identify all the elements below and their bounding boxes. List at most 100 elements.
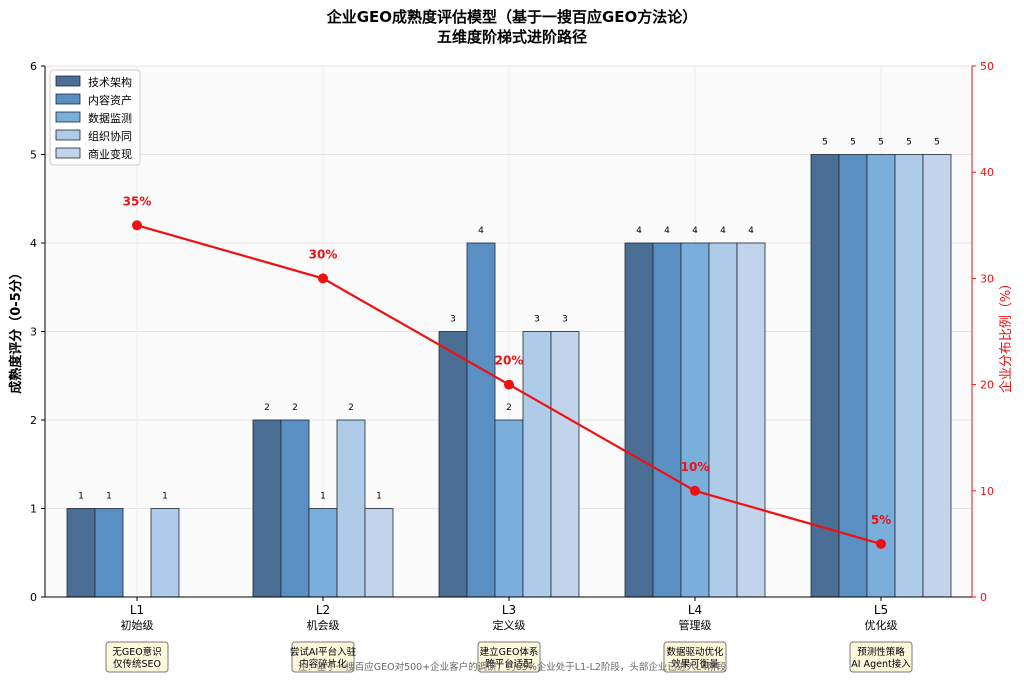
line-point	[876, 538, 886, 549]
legend-swatch	[55, 75, 81, 87]
y2-tick-label: 30	[980, 272, 994, 285]
legend-swatch	[55, 129, 81, 141]
bar-value-label: 5	[850, 138, 856, 148]
bar	[438, 331, 468, 598]
y-tick-label: 3	[30, 326, 37, 339]
category-note-text: AI Agent接入	[851, 658, 911, 670]
y2-tick-label: 20	[980, 379, 994, 392]
bar	[680, 242, 710, 598]
bar	[522, 331, 552, 598]
bar-value-label: 2	[506, 403, 512, 413]
line-point	[318, 273, 328, 284]
line-point	[504, 379, 514, 390]
x-tick-label: L1	[130, 603, 144, 617]
bar-value-label: 3	[534, 315, 540, 325]
y-tick-label: 0	[30, 591, 37, 604]
line-point-label: 5%	[871, 513, 891, 527]
line-point-label: 20%	[495, 354, 524, 368]
bar-value-label: 1	[320, 492, 326, 502]
x-tick-label: L5	[874, 603, 888, 617]
chart-title: 企业GEO成熟度评估模型（基于一搜百应GEO方法论）	[326, 8, 698, 26]
x-tick-sublabel: 优化级	[865, 618, 898, 632]
category-note-text: 预测性策略	[857, 646, 905, 658]
bar-value-label: 5	[934, 138, 940, 148]
line-point	[132, 220, 142, 231]
bar	[866, 154, 896, 598]
bar-value-label: 4	[636, 226, 642, 236]
y-tick-label: 2	[30, 414, 37, 427]
bar-value-label: 4	[720, 226, 726, 236]
category-note-box	[105, 641, 169, 673]
x-tick-sublabel: 机会级	[307, 618, 340, 632]
bar	[336, 419, 366, 598]
chart-subtitle: 五维度阶梯式进阶路径	[437, 28, 587, 46]
x-tick-sublabel: 管理级	[679, 618, 712, 632]
bar-group	[66, 154, 952, 598]
bar-value-label: 2	[292, 403, 298, 413]
bar	[838, 154, 868, 598]
footnote: 注：基于一搜百应GEO对500+企业客户的调研，约65%企业处于L1-L2阶段，…	[298, 661, 727, 673]
line-point-label: 35%	[123, 194, 152, 208]
y-tick-label: 1	[30, 503, 37, 516]
bar	[66, 508, 96, 598]
line-point-label: 10%	[681, 460, 710, 474]
y-axis-label: 成熟度评分（0-5分）	[8, 266, 24, 394]
bar-value-label: 5	[878, 138, 884, 148]
bar-value-label: 4	[692, 226, 698, 236]
legend-label: 数据监测	[88, 111, 132, 125]
legend-label: 商业变现	[88, 147, 132, 161]
bar	[280, 419, 310, 598]
x-tick-sublabel: 初始级	[121, 618, 154, 632]
bar	[922, 154, 952, 598]
bar-value-label: 1	[78, 492, 84, 502]
bar-value-label: 5	[822, 138, 828, 148]
bar	[550, 331, 580, 598]
y2-tick-label: 50	[980, 60, 994, 73]
line-point-label: 30%	[309, 247, 338, 261]
category-note-text: 内容碎片化	[299, 658, 347, 670]
bar	[736, 242, 766, 598]
x-tick-label: L3	[502, 603, 516, 617]
bar	[94, 508, 124, 598]
y-tick-label: 4	[30, 237, 37, 250]
y-tick-label: 5	[30, 149, 37, 162]
bar	[810, 154, 840, 598]
y2-tick-label: 0	[980, 591, 987, 604]
bar	[364, 508, 394, 598]
x-tick-label: L2	[316, 603, 330, 617]
category-note-text: 尝试AI平台入驻	[290, 646, 357, 658]
line-point	[690, 485, 700, 496]
y2-tick-label: 10	[980, 485, 994, 498]
category-note-box	[291, 641, 355, 673]
bar	[894, 154, 924, 598]
legend-label: 内容资产	[88, 93, 132, 107]
x-tick-sublabel: 定义级	[493, 618, 526, 632]
bar	[652, 242, 682, 598]
bar	[308, 508, 338, 598]
category-note-text: 建立GEO体系	[480, 646, 539, 658]
legend-label: 技术架构	[88, 75, 132, 89]
bar-value-label: 1	[106, 492, 112, 502]
category-note-text: 仅传统SEO	[113, 658, 161, 670]
bar-value-label: 4	[478, 226, 484, 236]
bar	[624, 242, 654, 598]
bar-value-label: 3	[450, 315, 456, 325]
bar	[150, 508, 180, 598]
distribution-line: 35% 30% 20% 10% 5%	[123, 194, 891, 549]
bar-value-label: 4	[748, 226, 754, 236]
legend-swatch	[55, 147, 81, 159]
y-tick-label: 6	[30, 60, 37, 73]
bar-value-label: 1	[376, 492, 382, 502]
bar-value-label: 5	[906, 138, 912, 148]
category-note-box	[477, 641, 541, 673]
legend-swatch	[55, 111, 81, 123]
category-note-text: 数据驱动优化	[666, 646, 724, 658]
category-note-text: 跨平台适配	[485, 658, 533, 670]
category-note-box	[849, 641, 913, 673]
bar	[252, 419, 282, 598]
bar-value-label: 2	[264, 403, 270, 413]
category-note-text: 无GEO意识	[112, 646, 161, 658]
